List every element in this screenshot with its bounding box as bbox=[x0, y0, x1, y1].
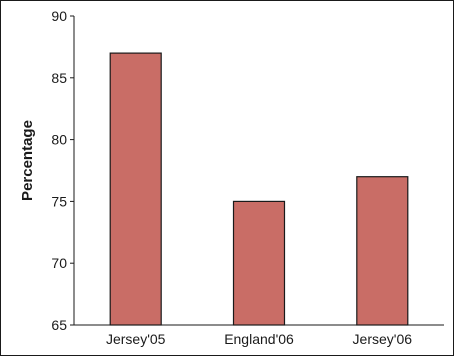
y-tick-label-5: 90 bbox=[51, 8, 67, 24]
bar-1 bbox=[232, 200, 286, 326]
bar-2 bbox=[356, 176, 409, 326]
bar-0 bbox=[109, 52, 162, 326]
y-tick-label-2: 75 bbox=[51, 193, 67, 209]
y-tick-label-4: 85 bbox=[51, 70, 67, 86]
x-tick-label-2: Jersey'06 bbox=[353, 331, 413, 347]
y-tick-label-1: 70 bbox=[51, 255, 67, 271]
y-axis-title: Percentage bbox=[19, 120, 36, 201]
y-tick-label-3: 80 bbox=[51, 132, 67, 148]
bars-layer bbox=[109, 52, 409, 326]
axes-layer bbox=[70, 15, 444, 326]
labels-layer: Jersey'05 England'06 Jersey'06 65 70 75 80 85 90 bbox=[51, 8, 412, 347]
x-tick-label-0: Jersey'05 bbox=[106, 331, 166, 347]
x-tick-label-1: England'06 bbox=[224, 331, 294, 347]
y-tick-label-0: 65 bbox=[51, 317, 67, 333]
